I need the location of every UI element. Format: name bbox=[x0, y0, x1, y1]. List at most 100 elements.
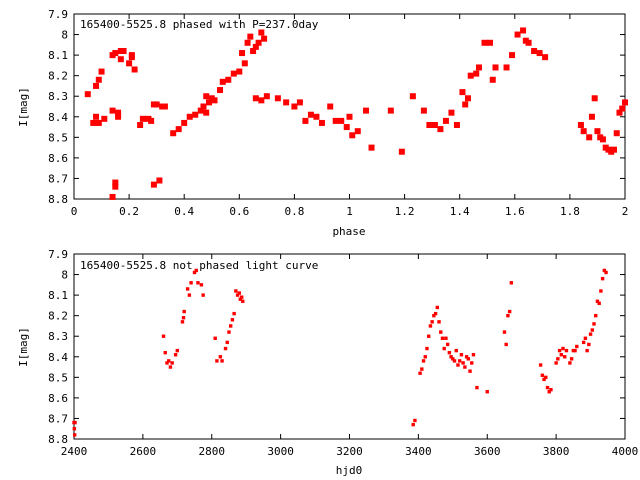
x-tick-label: 0 bbox=[71, 205, 78, 218]
data-point bbox=[445, 342, 450, 347]
y-tick-label: 8.7 bbox=[48, 172, 68, 185]
data-point bbox=[452, 359, 457, 363]
data-point bbox=[487, 39, 494, 46]
x-tick-label: 1.8 bbox=[560, 205, 580, 218]
data-point bbox=[72, 433, 77, 437]
data-point bbox=[619, 105, 626, 112]
data-point bbox=[258, 97, 265, 104]
data-point bbox=[189, 281, 193, 285]
data-point bbox=[261, 35, 268, 42]
data-point bbox=[471, 353, 476, 357]
data-point bbox=[467, 72, 474, 79]
data-point bbox=[442, 117, 449, 124]
data-point bbox=[156, 177, 163, 184]
data-point bbox=[235, 293, 240, 297]
data-point bbox=[95, 76, 102, 83]
data-point bbox=[327, 103, 334, 110]
data-point bbox=[227, 330, 231, 334]
data-point bbox=[595, 299, 600, 303]
data-point bbox=[559, 353, 563, 357]
data-point bbox=[602, 268, 607, 273]
data-point bbox=[161, 334, 166, 338]
y-tick-label: 8.3 bbox=[48, 90, 68, 103]
data-point bbox=[232, 311, 236, 316]
data-point bbox=[163, 350, 167, 355]
data-point bbox=[456, 363, 460, 367]
data-point bbox=[545, 385, 550, 390]
data-point bbox=[236, 68, 243, 75]
data-point bbox=[591, 95, 598, 102]
data-points bbox=[72, 268, 608, 437]
x-tick-label: 2800 bbox=[199, 445, 226, 458]
data-point bbox=[194, 268, 198, 273]
data-point bbox=[466, 357, 471, 361]
y-tick-label: 8.1 bbox=[48, 289, 68, 302]
unphased-light-curve-panel: 165400-5525.8 not phased light curve hjd… bbox=[17, 248, 638, 477]
data-point bbox=[409, 93, 416, 100]
data-point bbox=[115, 113, 122, 120]
data-point bbox=[509, 281, 514, 285]
data-point bbox=[426, 122, 433, 128]
data-point bbox=[363, 107, 370, 114]
data-point bbox=[203, 93, 210, 100]
data-point bbox=[503, 64, 510, 71]
data-point bbox=[302, 117, 309, 124]
y-axis-label: I[mag] bbox=[17, 327, 30, 367]
data-point bbox=[514, 31, 521, 38]
data-point bbox=[427, 334, 431, 338]
data-point bbox=[398, 148, 405, 155]
data-point bbox=[237, 291, 241, 295]
data-point bbox=[481, 39, 488, 46]
data-point bbox=[307, 111, 314, 118]
data-point bbox=[420, 367, 424, 371]
data-point bbox=[418, 371, 422, 375]
y-tick-label: 8.2 bbox=[48, 310, 68, 323]
data-point bbox=[101, 115, 108, 122]
y-tick-label: 8.2 bbox=[48, 70, 68, 83]
data-point bbox=[599, 136, 606, 143]
data-point bbox=[109, 107, 116, 114]
data-point bbox=[587, 342, 591, 347]
x-tick-label: 3000 bbox=[267, 445, 294, 458]
data-point bbox=[203, 109, 210, 116]
y-axis-label: I[mag] bbox=[17, 87, 30, 127]
data-point bbox=[428, 324, 433, 328]
data-point bbox=[421, 359, 426, 363]
data-point bbox=[622, 99, 628, 106]
data-point bbox=[520, 27, 527, 34]
chart-title: 165400-5525.8 not phased light curve bbox=[80, 259, 318, 272]
x-tick-label: 0.6 bbox=[229, 205, 249, 218]
x-tick-label: 2 bbox=[622, 205, 629, 218]
data-point bbox=[600, 276, 605, 281]
data-point bbox=[115, 109, 122, 116]
data-point bbox=[430, 320, 434, 324]
x-tick-label: 2600 bbox=[130, 445, 157, 458]
data-point bbox=[461, 361, 465, 365]
data-point bbox=[120, 48, 127, 54]
data-point bbox=[175, 348, 180, 353]
data-point bbox=[137, 122, 144, 128]
data-point bbox=[613, 130, 620, 137]
data-point bbox=[186, 113, 193, 120]
data-point bbox=[173, 353, 178, 357]
data-point bbox=[437, 320, 441, 324]
y-tick-label: 8.7 bbox=[48, 412, 68, 425]
data-point bbox=[168, 365, 173, 369]
data-point bbox=[338, 117, 345, 124]
data-point bbox=[549, 387, 553, 392]
data-point bbox=[187, 293, 192, 297]
y-tick-label: 8 bbox=[61, 269, 68, 282]
data-point bbox=[84, 91, 91, 98]
data-point bbox=[170, 361, 174, 365]
data-point bbox=[509, 52, 516, 59]
data-point bbox=[473, 70, 480, 77]
data-point bbox=[387, 107, 394, 114]
y-tick-label: 8.6 bbox=[48, 392, 68, 405]
data-point bbox=[586, 134, 593, 141]
data-point bbox=[244, 39, 251, 46]
data-point bbox=[485, 390, 489, 394]
data-point bbox=[181, 119, 188, 126]
y-tick-label: 8.8 bbox=[48, 193, 68, 206]
data-point bbox=[420, 107, 427, 114]
